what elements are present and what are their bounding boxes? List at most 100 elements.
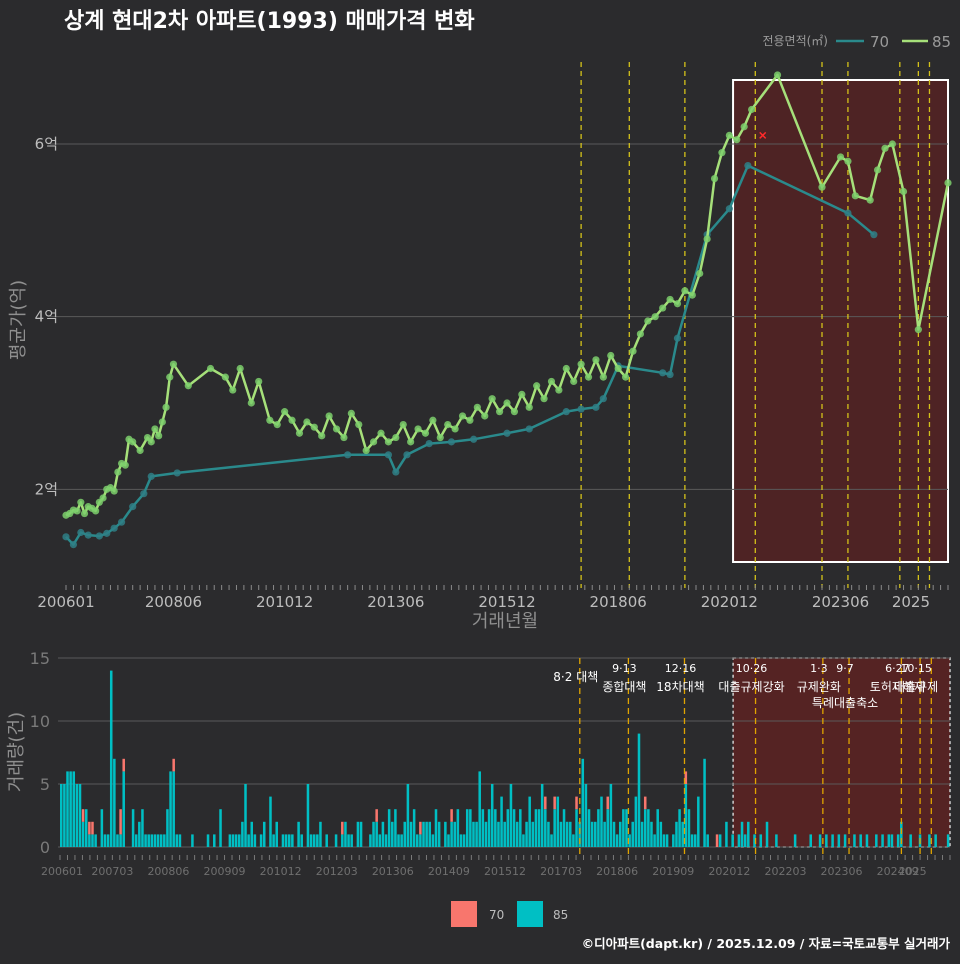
volume-bar-85: [259, 834, 263, 847]
series-point-85: [114, 468, 122, 476]
volume-bar-85: [100, 809, 104, 847]
series-point-85: [147, 438, 155, 446]
volume-bar-85: [747, 821, 750, 847]
policy-date-label: 9·7: [836, 662, 854, 675]
volume-bar-85: [325, 834, 328, 847]
volume-bar-85: [234, 834, 238, 847]
volume-bar-85: [597, 809, 600, 847]
volume-bar-85: [281, 834, 285, 847]
volume-bar-85: [681, 821, 684, 847]
series-point-85: [399, 421, 407, 429]
series-point-85: [166, 373, 174, 381]
volume-bar-85: [606, 809, 610, 847]
volume-bar-85: [934, 834, 937, 847]
series-point-70: [403, 451, 411, 459]
volume-bar-85: [88, 834, 91, 847]
price-x-axis: 200601 200806 201012 201306 201512 201806 2020…: [37, 585, 949, 611]
series-point-70: [117, 518, 126, 526]
volume-bar-85: [437, 821, 441, 847]
volume-bar-85: [578, 821, 581, 847]
volume-bar-85: [106, 834, 110, 847]
volume-bar-85: [166, 809, 169, 847]
volume-bar-85: [690, 834, 694, 847]
volume-bar-85: [272, 834, 275, 847]
volume-bar-85: [241, 821, 244, 847]
policy-text-label: 토허제해제: [870, 680, 925, 694]
policy-date-label: 9·13: [612, 662, 637, 675]
volume-bar-70: [341, 821, 344, 835]
volume-bar-70: [544, 796, 547, 810]
volume-bar-85: [603, 821, 606, 847]
series-point-85: [747, 105, 756, 114]
volume-bar-85: [528, 796, 531, 847]
series-point-85: [644, 317, 652, 325]
series-point-85: [503, 399, 511, 407]
series-point-85: [881, 144, 889, 152]
volume-bar-85: [687, 809, 691, 847]
volume-bar-85: [178, 834, 182, 847]
volume-bar-85: [409, 821, 413, 847]
price-y-tick-label: 4억: [35, 308, 58, 326]
series-point-70: [592, 403, 600, 411]
volume-bar-85: [191, 834, 194, 847]
series-point-70: [392, 468, 400, 476]
volume-bar-85: [631, 821, 634, 847]
series-point-85: [518, 390, 526, 398]
series-point-85: [77, 498, 85, 506]
series-point-85: [599, 373, 607, 381]
volume-bar-85: [562, 809, 566, 847]
volume-bar-85: [831, 834, 834, 847]
volume-bar-85: [156, 834, 160, 847]
volume-x-tick-label: 201409: [428, 865, 470, 878]
volume-x-tick-label: 201512: [484, 865, 526, 878]
volume-bar-85: [743, 834, 747, 847]
volume-bar-85: [659, 821, 663, 847]
series-point-70: [666, 370, 674, 379]
series-point-85: [414, 425, 422, 433]
series-point-85: [392, 433, 400, 442]
series-point-85: [488, 395, 496, 403]
volume-bars: [60, 670, 950, 847]
volume-bar-85: [425, 821, 428, 847]
series-point-85: [162, 403, 170, 411]
volume-bar-85: [147, 834, 150, 847]
volume-bar-85: [581, 758, 585, 847]
series-point-85: [340, 433, 348, 442]
series-point-85: [725, 131, 733, 139]
series-point-85: [92, 507, 100, 515]
series-point-85: [555, 386, 563, 394]
volume-bar-85: [497, 821, 500, 847]
footer-credit: ©디아파트(dapt.kr) / 2025.12.09 / 자료=국토교통부 실…: [582, 936, 951, 951]
series-point-85: [466, 416, 474, 424]
price-x-tick-label: 201512: [478, 593, 535, 611]
series-point-70: [84, 531, 92, 539]
series-point-85: [718, 149, 726, 157]
volume-bar-85: [84, 809, 88, 847]
volume-bar-85: [109, 670, 113, 847]
volume-bar-85: [584, 784, 588, 847]
volume-bar-85: [384, 834, 388, 847]
volume-bar-85: [703, 758, 706, 847]
volume-bar-85: [853, 834, 856, 847]
volume-bar-85: [600, 796, 603, 847]
volume-bar-85: [684, 784, 688, 847]
volume-bar-85: [431, 834, 435, 847]
volume-bar-85: [475, 821, 478, 847]
volume-bar-85: [818, 834, 822, 847]
volume-highlight-box: [732, 657, 951, 848]
legend-bar-label-70: 70: [489, 908, 504, 922]
series-point-85: [818, 183, 826, 191]
volume-bar-85: [419, 834, 422, 847]
volume-bar-70: [172, 758, 175, 772]
series-point-85: [547, 377, 556, 386]
volume-bar-85: [556, 796, 560, 847]
volume-bar-85: [444, 821, 447, 847]
series-point-85: [121, 461, 129, 469]
volume-bar-85: [553, 809, 556, 847]
series-point-70: [562, 408, 570, 416]
series-point-70: [870, 231, 878, 239]
volume-bar-85: [487, 809, 491, 847]
price-x-tick-label: 200806: [145, 593, 202, 611]
volume-bar-85: [144, 834, 147, 847]
